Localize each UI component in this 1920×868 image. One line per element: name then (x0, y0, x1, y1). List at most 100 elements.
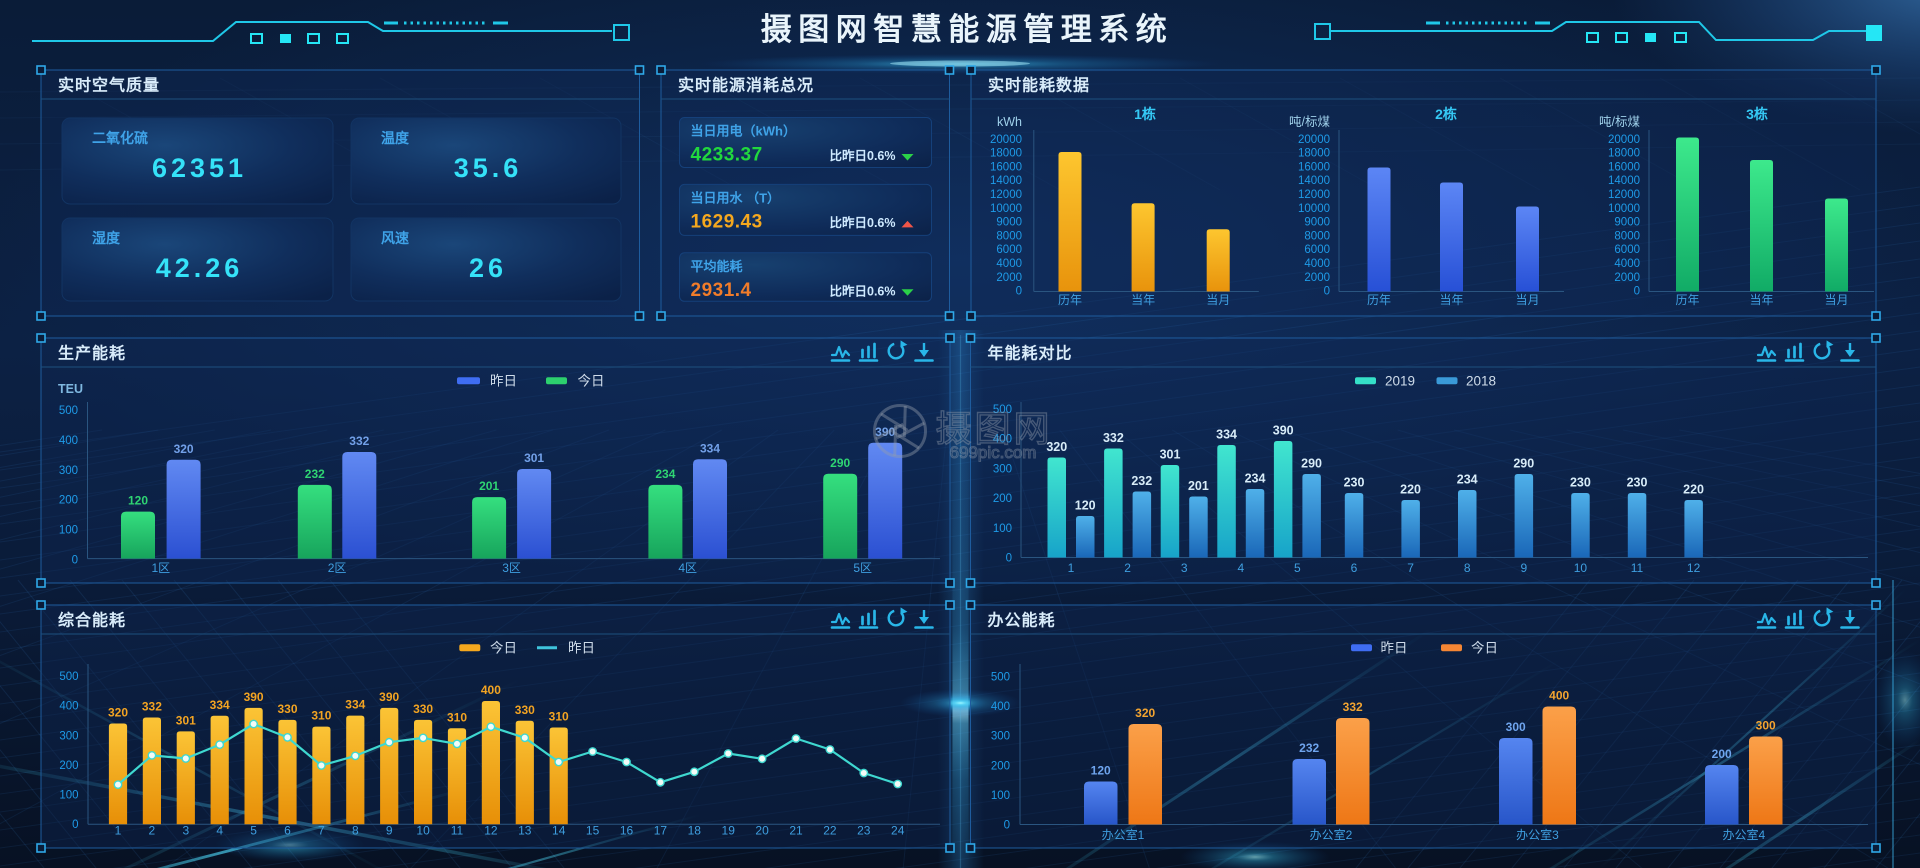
svg-text:334: 334 (345, 698, 365, 712)
svg-text:10000: 10000 (1608, 203, 1640, 215)
svg-text:234: 234 (1457, 473, 1478, 487)
svg-text:10000: 10000 (1298, 203, 1330, 215)
svg-text:200: 200 (991, 760, 1010, 772)
svg-text:230: 230 (1627, 476, 1648, 490)
svg-text:0: 0 (72, 819, 78, 831)
svg-text:20000: 20000 (1298, 134, 1330, 146)
svg-text:16000: 16000 (990, 161, 1022, 173)
svg-text:290: 290 (1513, 457, 1534, 471)
svg-text:4: 4 (216, 824, 223, 838)
svg-text:2000: 2000 (1614, 272, 1640, 284)
svg-text:22: 22 (823, 824, 837, 838)
svg-text:历年: 历年 (1058, 293, 1082, 307)
svg-text:16: 16 (620, 824, 634, 838)
svg-text:12000: 12000 (1608, 189, 1640, 201)
svg-text:290: 290 (830, 456, 850, 470)
svg-text:9: 9 (1520, 561, 1527, 575)
svg-text:100: 100 (59, 525, 78, 537)
svg-text:200: 200 (993, 493, 1012, 505)
svg-text:12000: 12000 (990, 189, 1022, 201)
svg-text:当日用电（kWh）: 当日用电（kWh） (691, 124, 796, 139)
svg-text:20000: 20000 (1608, 134, 1640, 146)
svg-text:300: 300 (59, 730, 78, 742)
svg-text:23: 23 (857, 824, 871, 838)
svg-text:301: 301 (1160, 448, 1181, 462)
svg-text:120: 120 (1091, 764, 1111, 778)
svg-text:办公室1: 办公室1 (1102, 827, 1145, 842)
svg-text:今日: 今日 (1471, 641, 1498, 656)
svg-text:3区: 3区 (502, 561, 521, 575)
svg-text:办公室2: 办公室2 (1310, 827, 1353, 842)
svg-text:比昨日0.6%: 比昨日0.6% (830, 283, 896, 298)
svg-text:332: 332 (1103, 431, 1124, 445)
svg-text:290: 290 (1301, 457, 1322, 471)
svg-text:2019: 2019 (1385, 374, 1415, 389)
svg-text:1栋: 1栋 (1134, 106, 1156, 122)
svg-text:9000: 9000 (1304, 217, 1330, 229)
svg-text:17: 17 (654, 824, 668, 838)
svg-text:14: 14 (552, 824, 566, 838)
svg-text:330: 330 (515, 703, 535, 717)
svg-text:310: 310 (447, 710, 467, 724)
svg-text:62351: 62351 (152, 153, 247, 183)
svg-text:7: 7 (318, 824, 325, 838)
svg-text:120: 120 (1075, 499, 1096, 513)
svg-text:330: 330 (277, 702, 297, 716)
svg-text:0: 0 (1006, 553, 1012, 565)
svg-text:2区: 2区 (328, 561, 347, 575)
svg-text:320: 320 (174, 442, 194, 456)
svg-text:300: 300 (1756, 719, 1776, 733)
svg-text:500: 500 (991, 672, 1010, 684)
svg-text:400: 400 (59, 701, 78, 713)
svg-text:14000: 14000 (990, 175, 1022, 187)
svg-text:334: 334 (210, 698, 230, 712)
svg-text:7: 7 (1407, 561, 1414, 575)
svg-text:当年: 当年 (1749, 293, 1773, 307)
svg-text:办公能耗: 办公能耗 (988, 611, 1056, 630)
svg-text:332: 332 (1343, 700, 1363, 714)
svg-text:二氧化硫: 二氧化硫 (92, 130, 148, 146)
svg-text:301: 301 (524, 451, 544, 465)
svg-text:200: 200 (59, 495, 78, 507)
svg-text:当年: 当年 (1131, 293, 1155, 307)
svg-text:334: 334 (1216, 428, 1237, 442)
svg-text:334: 334 (700, 441, 720, 455)
svg-text:500: 500 (59, 671, 78, 683)
svg-text:年能耗对比: 年能耗对比 (988, 344, 1073, 363)
svg-text:220: 220 (1400, 483, 1421, 497)
svg-text:比昨日0.6%: 比昨日0.6% (830, 215, 896, 230)
svg-text:6000: 6000 (1614, 244, 1640, 256)
svg-text:234: 234 (655, 467, 675, 481)
svg-text:9000: 9000 (996, 217, 1022, 229)
svg-text:390: 390 (875, 425, 895, 439)
svg-text:18000: 18000 (1608, 148, 1640, 160)
svg-text:310: 310 (311, 709, 331, 723)
svg-text:6: 6 (284, 824, 291, 838)
svg-text:4000: 4000 (996, 258, 1022, 270)
svg-text:19: 19 (722, 824, 736, 838)
svg-text:232: 232 (305, 467, 325, 481)
svg-text:历年: 历年 (1675, 293, 1699, 307)
svg-text:1: 1 (1068, 561, 1075, 575)
svg-text:9000: 9000 (1614, 217, 1640, 229)
svg-text:232: 232 (1299, 741, 1319, 755)
svg-text:TEU: TEU (58, 382, 83, 396)
svg-text:8: 8 (352, 824, 359, 838)
svg-text:kWh: kWh (997, 115, 1022, 129)
svg-text:200: 200 (59, 760, 78, 772)
svg-text:2: 2 (149, 824, 156, 838)
svg-text:8: 8 (1464, 561, 1471, 575)
svg-text:今日: 今日 (490, 641, 517, 656)
svg-text:摄图网智慧能源管理系统: 摄图网智慧能源管理系统 (761, 12, 1174, 47)
svg-text:300: 300 (993, 463, 1012, 475)
svg-text:温度: 温度 (381, 130, 410, 146)
svg-text:14000: 14000 (1298, 175, 1330, 187)
svg-text:120: 120 (128, 494, 148, 508)
svg-text:300: 300 (59, 465, 78, 477)
svg-text:15: 15 (586, 824, 600, 838)
svg-text:500: 500 (993, 404, 1012, 416)
svg-text:201: 201 (479, 479, 499, 493)
svg-text:湿度: 湿度 (92, 230, 121, 246)
svg-text:8000: 8000 (1614, 230, 1640, 242)
svg-text:300: 300 (1506, 720, 1526, 734)
